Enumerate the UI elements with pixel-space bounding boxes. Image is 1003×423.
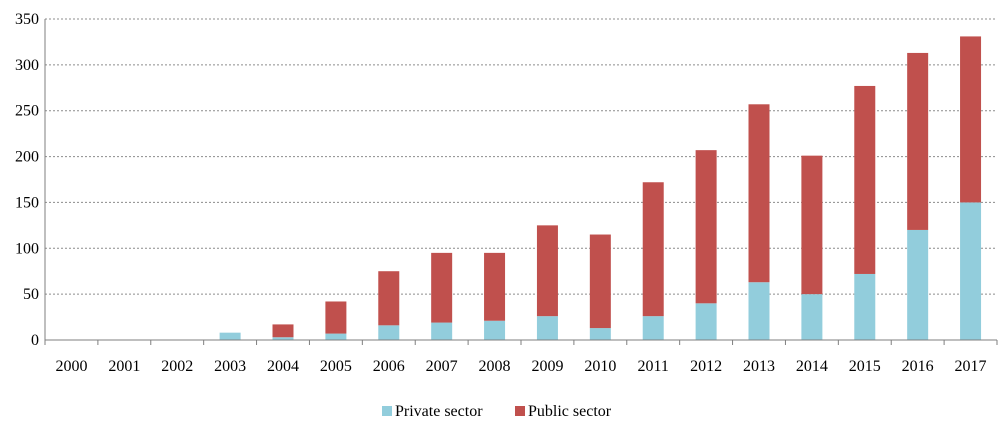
bar-private-sector-2006: [378, 325, 400, 340]
bar-private-sector-2013: [748, 282, 770, 340]
bar-public-sector-2010: [589, 234, 611, 329]
x-tick-label-2003: 2003: [214, 358, 246, 375]
x-tick-label-2015: 2015: [849, 358, 881, 375]
bar-private-sector-2004: [272, 337, 294, 340]
legend-label-private-sector: Private sector: [395, 403, 483, 420]
bar-private-sector-2012: [695, 303, 717, 340]
bar-public-sector-2007: [431, 252, 453, 323]
x-tick-label-2001: 2001: [108, 358, 140, 375]
x-tick-label-2011: 2011: [638, 358, 669, 375]
bar-private-sector-2003: [219, 332, 241, 340]
x-tick-label-2012: 2012: [690, 358, 722, 375]
x-tick-label-2006: 2006: [373, 358, 405, 375]
y-tick-label-150: 150: [15, 194, 39, 211]
bar-private-sector-2017: [960, 202, 982, 340]
x-tick-label-2014: 2014: [796, 358, 828, 375]
bars: [219, 36, 982, 340]
legend: Private sector Public sector: [382, 403, 612, 420]
y-tick-label-350: 350: [15, 11, 39, 28]
x-tick-label-2002: 2002: [161, 358, 193, 375]
legend-swatch-public-sector: [515, 406, 525, 416]
bar-private-sector-2015: [854, 273, 876, 340]
y-axis-tick-labels: 0 50 100 150 200 250 300 350: [15, 11, 39, 349]
gridlines: [45, 18, 997, 295]
bar-private-sector-2011: [642, 316, 664, 340]
y-tick-label-300: 300: [15, 57, 39, 74]
x-tick-label-2007: 2007: [426, 358, 458, 375]
bar-private-sector-2014: [801, 294, 823, 340]
bar-private-sector-2005: [325, 333, 347, 340]
x-tick-label-2013: 2013: [743, 358, 775, 375]
bar-public-sector-2009: [536, 225, 558, 317]
bar-public-sector-2017: [960, 36, 982, 203]
bar-public-sector-2004: [272, 324, 294, 338]
bar-public-sector-2011: [642, 182, 664, 317]
bar-private-sector-2007: [431, 322, 453, 340]
bar-public-sector-2008: [484, 252, 506, 321]
x-tick-label-2000: 2000: [55, 358, 87, 375]
bar-public-sector-2005: [325, 301, 347, 334]
x-tick-label-2017: 2017: [955, 358, 987, 375]
bar-public-sector-2013: [748, 104, 770, 283]
legend-label-public-sector: Public sector: [528, 403, 612, 420]
x-tick-label-2010: 2010: [584, 358, 616, 375]
x-axis-tick-labels: 2000 2001 2002 2003 2004 2005 2006 2007 2008 2009…: [44, 340, 998, 375]
y-tick-label-100: 100: [15, 240, 39, 257]
x-tick-label-2009: 2009: [531, 358, 563, 375]
bar-public-sector-2015: [854, 85, 876, 274]
x-tick-label-2005: 2005: [320, 358, 352, 375]
y-tick-label-250: 250: [15, 103, 39, 120]
x-tick-label-2008: 2008: [479, 358, 511, 375]
bar-public-sector-2012: [695, 150, 717, 304]
bar-private-sector-2008: [484, 320, 506, 340]
bar-public-sector-2016: [907, 52, 929, 230]
x-tick-label-2004: 2004: [267, 358, 299, 375]
bar-private-sector-2010: [589, 328, 611, 340]
y-tick-label-50: 50: [23, 286, 39, 303]
y-tick-label-200: 200: [15, 149, 39, 166]
x-tick-label-2016: 2016: [902, 358, 934, 375]
y-tick-label-0: 0: [31, 332, 39, 349]
legend-swatch-private-sector: [382, 406, 392, 416]
bar-private-sector-2009: [536, 316, 558, 340]
bar-public-sector-2014: [801, 155, 823, 295]
bar-public-sector-2006: [378, 271, 400, 326]
bar-private-sector-2016: [907, 229, 929, 340]
